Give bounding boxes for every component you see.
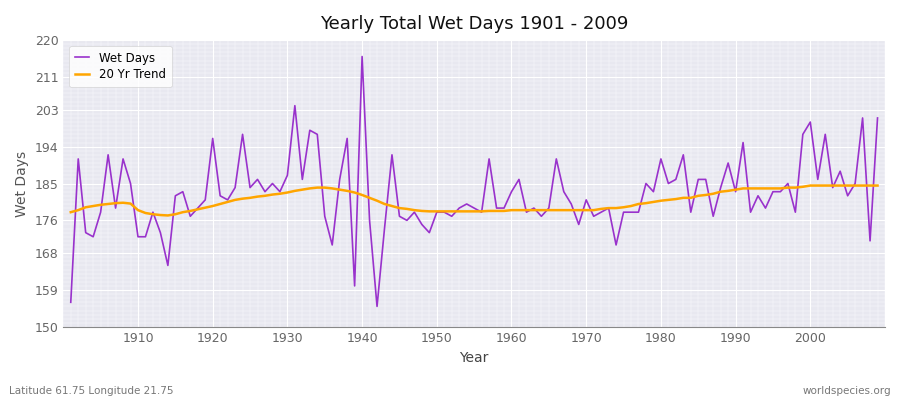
20 Yr Trend	[66, 210, 77, 214]
Line: Wet Days: Wet Days	[71, 56, 878, 306]
Line: 20 Yr Trend: 20 Yr Trend	[71, 186, 878, 216]
20 Yr Trend	[872, 183, 883, 188]
Wet Days	[334, 177, 345, 182]
Wet Days	[872, 116, 883, 120]
20 Yr Trend	[125, 201, 136, 206]
20 Yr Trend	[506, 208, 517, 212]
X-axis label: Year: Year	[460, 351, 489, 365]
Wet Days	[290, 103, 301, 108]
Wet Days	[611, 242, 622, 247]
Wet Days	[514, 177, 525, 182]
20 Yr Trend	[342, 188, 353, 193]
20 Yr Trend	[603, 206, 614, 210]
Title: Yearly Total Wet Days 1901 - 2009: Yearly Total Wet Days 1901 - 2009	[320, 15, 628, 33]
Text: worldspecies.org: worldspecies.org	[803, 386, 891, 396]
Legend: Wet Days, 20 Yr Trend: Wet Days, 20 Yr Trend	[69, 46, 172, 87]
20 Yr Trend	[297, 187, 308, 192]
20 Yr Trend	[805, 183, 815, 188]
Y-axis label: Wet Days: Wet Days	[15, 150, 29, 216]
Wet Days	[125, 181, 136, 186]
20 Yr Trend	[163, 213, 174, 218]
Wet Days	[372, 304, 382, 309]
Wet Days	[66, 300, 77, 305]
Wet Days	[356, 54, 367, 59]
20 Yr Trend	[514, 208, 525, 212]
Wet Days	[521, 210, 532, 214]
Text: Latitude 61.75 Longitude 21.75: Latitude 61.75 Longitude 21.75	[9, 386, 174, 396]
